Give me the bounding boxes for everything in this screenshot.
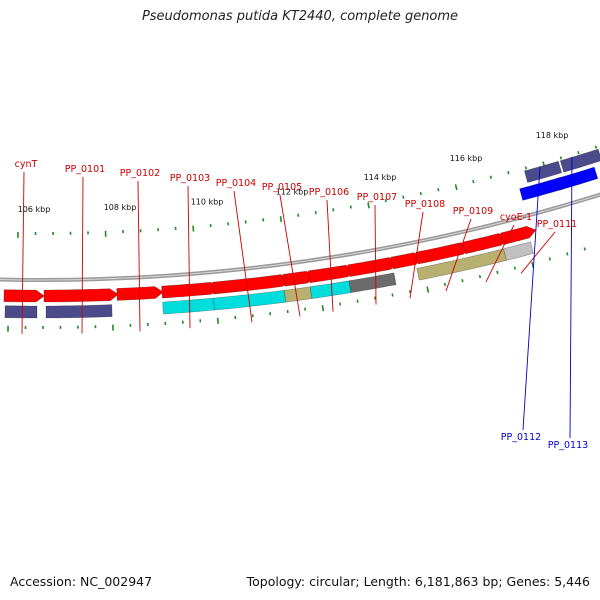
scale-label: 106 kbp bbox=[18, 205, 51, 214]
gene-label: PP_0102 bbox=[120, 168, 160, 179]
gene-leader-line bbox=[137, 180, 141, 332]
gene-block-pp0101 bbox=[45, 304, 113, 319]
gene-leader-line bbox=[81, 176, 84, 334]
cds-arrow-2 bbox=[43, 288, 119, 303]
gene-label: PP_0111 bbox=[537, 219, 577, 230]
gene-leader-line bbox=[445, 218, 472, 292]
cds-arrow-4 bbox=[161, 281, 220, 299]
inner-tick bbox=[489, 175, 493, 179]
gene-label: PP_0108 bbox=[405, 199, 445, 210]
inner-tick bbox=[524, 166, 528, 170]
outer-tick bbox=[478, 274, 482, 279]
accession-text: Accession: NC_002947 bbox=[10, 574, 153, 589]
gene-label: PP_0104 bbox=[216, 178, 256, 189]
gene-label: PP_0103 bbox=[170, 173, 210, 184]
inner-tick bbox=[419, 191, 422, 196]
feature-gray bbox=[348, 272, 397, 293]
outer-tick bbox=[374, 296, 377, 300]
gene-leader-line bbox=[520, 231, 556, 274]
inner-tick bbox=[384, 198, 387, 203]
cds-arrow-12 bbox=[500, 225, 537, 246]
inner-tick bbox=[577, 150, 580, 155]
outer-tick bbox=[496, 270, 499, 275]
outer-tick bbox=[566, 252, 569, 256]
reverse-cds-pp0113 bbox=[555, 166, 599, 191]
inner-tick bbox=[279, 216, 283, 223]
gene-leader-line bbox=[233, 190, 253, 323]
feature-cyan-3 bbox=[309, 280, 352, 299]
reverse-gene-pp0113 bbox=[559, 148, 600, 173]
scale-label: 118 kbp bbox=[536, 131, 569, 140]
feature-tan-1 bbox=[283, 286, 313, 303]
gene-leader-line bbox=[279, 194, 301, 317]
outer-tick bbox=[321, 305, 325, 312]
outer-tick bbox=[548, 257, 552, 261]
gene-leader-line bbox=[485, 224, 515, 283]
gene-block-cynT bbox=[4, 305, 38, 319]
genome-backbone-highlight bbox=[0, 194, 600, 281]
gene-leader-line bbox=[569, 156, 573, 439]
feature-light bbox=[503, 241, 534, 261]
gene-label: cynT bbox=[15, 159, 38, 170]
gene-label: PP_0105 bbox=[262, 182, 302, 193]
gene-leader-line bbox=[374, 204, 377, 305]
feature-cyan-1 bbox=[162, 297, 215, 315]
inner-tick bbox=[594, 145, 598, 149]
inner-tick bbox=[402, 195, 405, 199]
outer-tick bbox=[513, 266, 517, 270]
inner-tick bbox=[559, 156, 563, 160]
inner-tick bbox=[454, 184, 458, 191]
outer-tick bbox=[461, 278, 464, 283]
gene-label: PP_0101 bbox=[65, 164, 105, 175]
inner-tick bbox=[437, 188, 440, 192]
outer-tick bbox=[391, 293, 394, 297]
gene-leader-line bbox=[187, 185, 191, 329]
inner-tick bbox=[192, 225, 195, 232]
scale-label: 108 kbp bbox=[104, 203, 137, 212]
outer-tick bbox=[583, 247, 586, 251]
scale-label: 110 kbp bbox=[191, 197, 224, 206]
outer-tick bbox=[408, 290, 412, 294]
reverse-gene-pp0112 bbox=[524, 160, 563, 183]
gene-label: PP_0112 bbox=[501, 432, 541, 443]
cds-arrow-3 bbox=[116, 286, 164, 301]
gene-leader-line bbox=[326, 199, 334, 312]
gene-label: PP_0106 bbox=[309, 187, 349, 198]
gene-label: PP_0109 bbox=[453, 206, 493, 217]
inner-tick bbox=[472, 179, 475, 184]
page-title: Pseudomonas putida KT2440, complete geno… bbox=[141, 9, 459, 24]
gene-label: cyoE-1 bbox=[500, 212, 532, 223]
outer-tick bbox=[216, 317, 219, 324]
genome-summary-text: Topology: circular; Length: 6,181,863 bp… bbox=[246, 574, 590, 589]
outer-tick bbox=[443, 282, 447, 287]
cds-arrow-1 bbox=[3, 289, 45, 303]
scale-label: 114 kbp bbox=[364, 173, 397, 182]
inner-tick bbox=[367, 202, 370, 209]
gene-label: PP_0107 bbox=[357, 192, 397, 203]
scale-label: 112 kbp bbox=[276, 187, 309, 196]
inner-tick bbox=[349, 205, 352, 209]
outer-tick bbox=[426, 286, 430, 293]
gene-leader-line bbox=[409, 211, 424, 299]
gene-leader-line bbox=[522, 166, 541, 431]
gene-leader-line bbox=[21, 171, 25, 334]
gene-label: PP_0113 bbox=[548, 440, 588, 451]
scale-label: 116 kbp bbox=[450, 154, 483, 163]
inner-tick bbox=[507, 171, 510, 175]
